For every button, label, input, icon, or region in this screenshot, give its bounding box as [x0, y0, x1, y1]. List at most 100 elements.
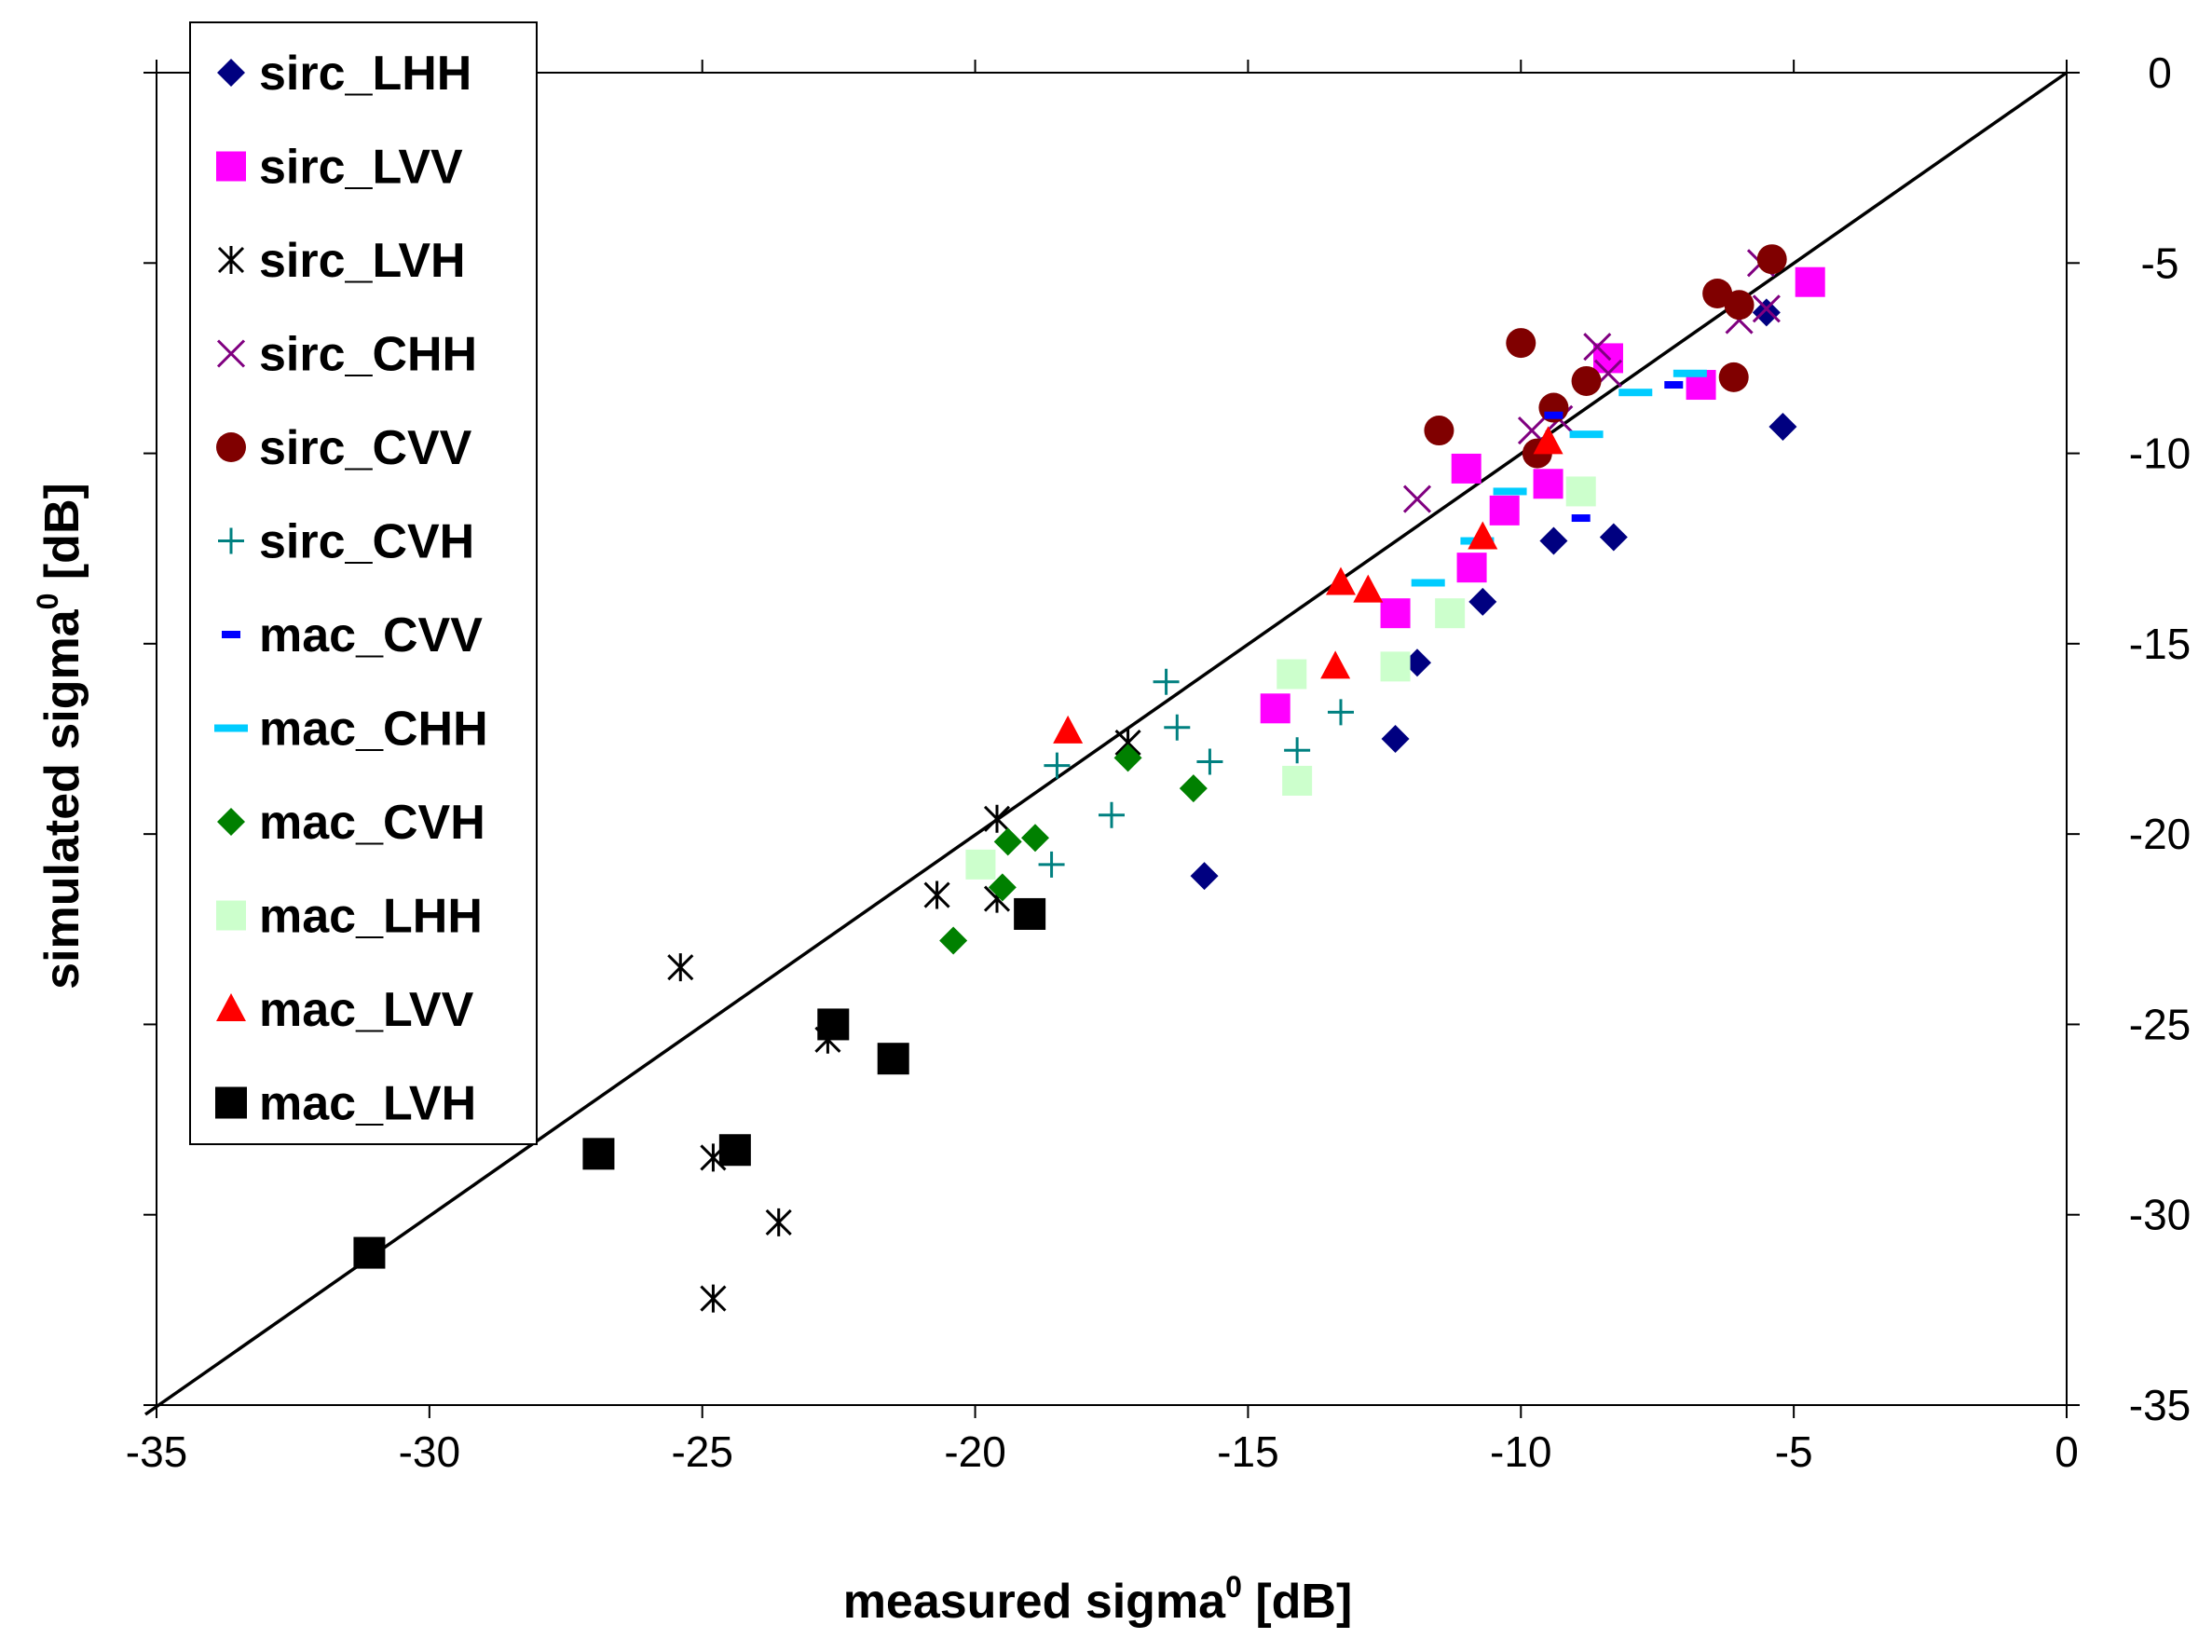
point-sirc_LVV: [1489, 495, 1520, 526]
legend-label-sirc_LVV: sirc_LVV: [259, 141, 463, 195]
x-tick-label: -15: [1217, 1427, 1278, 1476]
point-sirc_LVV: [1456, 553, 1487, 583]
point-sirc_CVV: [1724, 290, 1755, 321]
point-sirc_CVV: [1718, 362, 1749, 392]
point-sirc_CVV: [1424, 416, 1454, 446]
legend-marker-sirc_CVH: [218, 527, 244, 554]
point-mac_LVV: [1320, 650, 1351, 679]
legend: sirc_LHH sirc_LVV sirc_LVH sirc_CHH sirc_CVV…: [189, 21, 538, 1145]
point-mac_LVH: [1014, 897, 1046, 930]
point-mac_LVH: [582, 1138, 615, 1170]
point-sirc_LHH: [1768, 412, 1797, 441]
point-mac_CVH: [993, 827, 1022, 856]
point-mac_CVH: [1113, 744, 1142, 772]
point-sirc_CVV: [1756, 244, 1787, 275]
point-sirc_LVH: [667, 953, 694, 982]
legend-marker-mac_CHH: [214, 724, 248, 732]
y-tick-label: -5: [2141, 239, 2179, 287]
point-sirc_LHH: [1468, 587, 1497, 616]
x-axis-title: measured sigma0 [dB]: [843, 1570, 1353, 1629]
point-mac_CHH: [1569, 430, 1604, 439]
point-mac_CVH: [1179, 774, 1208, 803]
point-sirc_CVH: [1153, 668, 1180, 695]
y-tick-label: -35: [2129, 1381, 2191, 1429]
point-sirc_LVV: [1380, 598, 1411, 629]
x-axis-title-unit: [dB]: [1242, 1575, 1352, 1629]
x-tick-label: -25: [671, 1427, 732, 1476]
legend-marker-mac_LVV: [216, 993, 246, 1021]
point-mac_CVH: [1021, 824, 1049, 853]
y-axis-title-unit: [dB]: [35, 483, 89, 593]
legend-marker-mac_CVH: [217, 808, 245, 836]
series-sirc_CVH: [1038, 668, 1354, 878]
y-tick-label: -10: [2129, 430, 2191, 478]
legend-marker-mac_LHH: [216, 900, 246, 931]
y-tick-label: -30: [2129, 1191, 2191, 1239]
x-tick-label: -10: [1490, 1427, 1551, 1476]
x-axis-title-text: measured sigma: [843, 1575, 1226, 1629]
x-tick-label: -35: [126, 1427, 187, 1476]
legend-label-sirc_LVH: sirc_LVH: [259, 234, 466, 288]
point-mac_CHH: [1411, 579, 1445, 587]
point-mac_CHH: [1618, 389, 1653, 397]
x-tick-label: -5: [1775, 1427, 1813, 1476]
legend-marker-sirc_LVV: [216, 151, 246, 182]
legend-marker-sirc_LHH: [217, 59, 245, 87]
point-mac_CVV: [1544, 411, 1563, 419]
point-sirc_CVH: [1328, 699, 1354, 726]
legend-marker-mac_CVV: [222, 631, 240, 638]
point-sirc_LVH: [923, 881, 950, 909]
point-sirc_CVH: [1038, 851, 1065, 878]
point-mac_CVV: [1571, 514, 1591, 523]
legend-marker-sirc_CHH: [216, 339, 246, 368]
point-sirc_CVV: [1702, 278, 1733, 308]
point-sirc_LVV: [1533, 469, 1563, 499]
legend-label-mac_LVV: mac_LVV: [259, 983, 474, 1037]
point-mac_LVV: [1326, 567, 1356, 595]
point-sirc_CHH: [1583, 333, 1612, 362]
point-sirc_CVH: [1196, 748, 1223, 775]
point-sirc_LVV: [1795, 266, 1825, 297]
series-mac_LVH: [353, 897, 1046, 1269]
legend-label-mac_CVV: mac_CVV: [259, 608, 483, 662]
x-tick-label: -30: [399, 1427, 460, 1476]
plot-frame: [156, 72, 2068, 1406]
point-sirc_CVH: [1044, 752, 1071, 779]
point-mac_LVH: [877, 1043, 909, 1075]
point-sirc_LVV: [1451, 453, 1481, 484]
point-mac_LVV: [1053, 715, 1084, 744]
legend-marker-sirc_LVH: [217, 246, 245, 274]
point-mac_LHH: [1282, 765, 1313, 796]
point-mac_LVV: [1468, 521, 1498, 550]
point-mac_CVV: [1664, 381, 1684, 389]
series-sirc_LVV: [1260, 266, 1825, 724]
point-mac_CHH: [1493, 487, 1527, 496]
legend-marker-sirc_CVV: [216, 432, 246, 462]
point-sirc_CHH: [1752, 294, 1781, 323]
point-sirc_CVV: [1506, 328, 1536, 359]
point-sirc_LVH: [983, 804, 1011, 833]
point-mac_LHH: [1435, 598, 1466, 629]
legend-label-mac_LHH: mac_LHH: [259, 890, 483, 944]
point-sirc_CVH: [1164, 714, 1191, 741]
point-mac_LVH: [353, 1236, 386, 1269]
point-mac_LHH: [1277, 659, 1307, 689]
y-tick-label: 0: [2148, 48, 2172, 97]
series-mac_CVV: [1544, 381, 1684, 523]
legend-label-mac_LVH: mac_LVH: [259, 1077, 476, 1131]
series-sirc_LVH: [667, 729, 1141, 1313]
plot-area-border: [156, 72, 2068, 1406]
point-mac_CVH: [939, 926, 968, 955]
y-axis-title-superscript: 0: [31, 594, 64, 610]
series-mac_LHH: [965, 476, 1596, 880]
point-sirc_CVH: [1099, 801, 1125, 828]
legend-marker-mac_LVH: [215, 1086, 247, 1119]
point-sirc_LHH: [1599, 523, 1628, 552]
point-mac_LVV: [1353, 574, 1384, 603]
legend-label-sirc_CVH: sirc_CVH: [259, 515, 474, 569]
legend-label-sirc_LHH: sirc_LHH: [259, 47, 471, 101]
data-points: [353, 244, 1825, 1313]
point-mac_LVV: [1533, 426, 1563, 455]
point-mac_LVH: [718, 1134, 751, 1167]
point-sirc_LVH: [765, 1208, 792, 1236]
